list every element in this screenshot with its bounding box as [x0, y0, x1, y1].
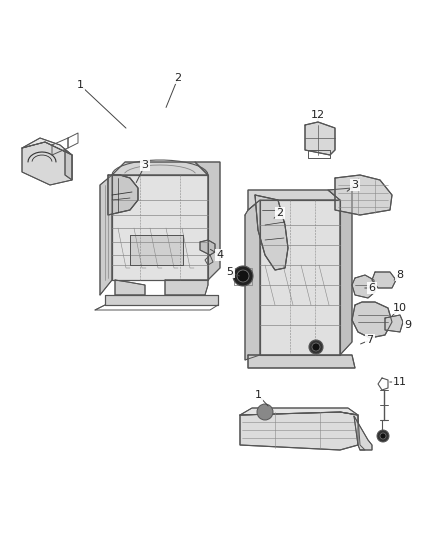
Polygon shape	[305, 122, 335, 155]
Polygon shape	[100, 175, 112, 295]
Text: 10: 10	[393, 303, 407, 313]
Circle shape	[380, 433, 386, 439]
Polygon shape	[352, 275, 375, 298]
Polygon shape	[354, 416, 372, 450]
Polygon shape	[385, 315, 403, 332]
Polygon shape	[240, 412, 358, 450]
Polygon shape	[372, 272, 396, 288]
Polygon shape	[130, 235, 183, 265]
Text: 7: 7	[367, 335, 374, 345]
Text: 12: 12	[311, 110, 325, 120]
Circle shape	[312, 343, 320, 351]
Polygon shape	[248, 190, 340, 210]
Text: 11: 11	[393, 377, 407, 387]
Polygon shape	[328, 188, 352, 355]
Circle shape	[237, 270, 249, 282]
Text: 8: 8	[396, 270, 403, 280]
Polygon shape	[105, 295, 218, 305]
Polygon shape	[165, 280, 208, 295]
Polygon shape	[255, 195, 288, 270]
Polygon shape	[108, 175, 138, 215]
Text: 5: 5	[226, 267, 233, 277]
Circle shape	[233, 266, 253, 286]
Polygon shape	[240, 408, 358, 415]
Polygon shape	[112, 175, 208, 280]
Polygon shape	[245, 200, 260, 360]
Text: 1: 1	[77, 80, 84, 90]
Polygon shape	[335, 175, 392, 215]
Polygon shape	[22, 138, 72, 155]
Polygon shape	[248, 355, 355, 368]
Polygon shape	[260, 200, 340, 355]
Text: 1: 1	[254, 390, 261, 400]
Text: 6: 6	[368, 283, 375, 293]
Polygon shape	[352, 302, 392, 338]
Circle shape	[257, 404, 273, 420]
Polygon shape	[22, 142, 72, 185]
Text: 2: 2	[174, 73, 182, 83]
Circle shape	[377, 430, 389, 442]
Polygon shape	[115, 280, 145, 295]
Text: 2: 2	[276, 208, 283, 218]
Polygon shape	[112, 162, 208, 175]
Polygon shape	[195, 162, 220, 280]
Polygon shape	[65, 150, 72, 180]
Text: 3: 3	[352, 180, 358, 190]
Polygon shape	[200, 240, 215, 255]
Text: 9: 9	[404, 320, 412, 330]
Text: 3: 3	[141, 160, 148, 170]
Circle shape	[309, 340, 323, 354]
Text: 4: 4	[216, 250, 223, 260]
